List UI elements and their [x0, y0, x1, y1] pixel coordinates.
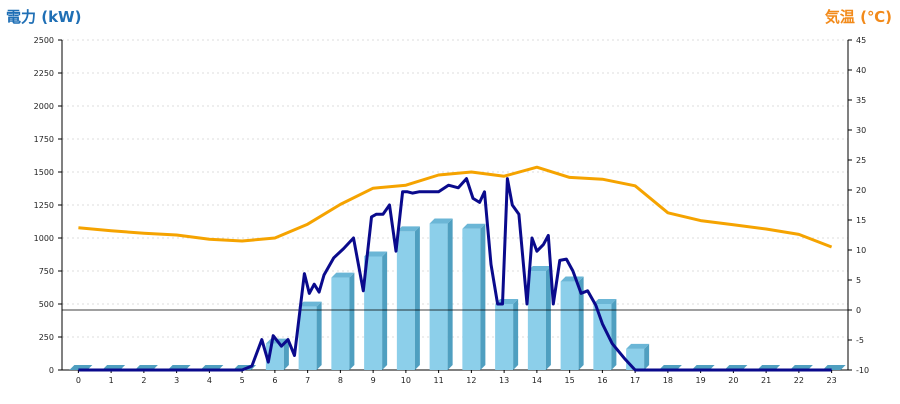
x-tick-label: 6	[272, 376, 277, 385]
x-tick-label: 22	[794, 376, 804, 385]
right-tick-label: 35	[856, 96, 866, 105]
right-tick-label: -10	[856, 366, 869, 375]
bar	[593, 299, 617, 370]
x-tick-label: 20	[728, 376, 738, 385]
right-tick-label: 30	[856, 126, 866, 135]
bar	[298, 301, 322, 370]
left-tick-label: 750	[39, 267, 54, 276]
x-tick-label: 12	[466, 376, 476, 385]
left-tick-label: 500	[39, 300, 54, 309]
x-tick-label: 0	[76, 376, 81, 385]
bar	[626, 343, 650, 370]
bar	[560, 276, 584, 370]
right-tick-label: 0	[856, 306, 861, 315]
bar	[364, 251, 388, 370]
left-tick-label: 1250	[34, 201, 54, 210]
x-tick-label: 17	[630, 376, 640, 385]
x-tick-label: 18	[663, 376, 673, 385]
bar	[462, 223, 486, 370]
bar	[429, 218, 453, 370]
left-tick-label: 250	[39, 333, 54, 342]
bar	[527, 266, 551, 370]
x-tick-label: 1	[109, 376, 114, 385]
right-tick-label: -5	[856, 336, 864, 345]
left-tick-label: 1000	[34, 234, 54, 243]
x-tick-label: 3	[174, 376, 179, 385]
right-tick-label: 5	[856, 276, 861, 285]
x-tick-label: 11	[434, 376, 444, 385]
x-tick-label: 21	[761, 376, 771, 385]
bar	[495, 299, 519, 370]
x-tick-label: 2	[141, 376, 146, 385]
x-tick-label: 16	[597, 376, 607, 385]
x-tick-label: 14	[532, 376, 542, 385]
x-tick-label: 5	[240, 376, 245, 385]
left-tick-label: 0	[49, 366, 54, 375]
x-tick-label: 23	[827, 376, 837, 385]
x-tick-label: 19	[696, 376, 706, 385]
x-tick-label: 15	[565, 376, 575, 385]
right-tick-label: 20	[856, 186, 866, 195]
x-tick-label: 9	[371, 376, 376, 385]
x-tick-label: 13	[499, 376, 509, 385]
left-axis-title: 電力 (kW)	[6, 8, 82, 26]
left-tick-label: 2250	[34, 69, 54, 78]
x-tick-label: 4	[207, 376, 212, 385]
left-tick-label: 2000	[34, 102, 54, 111]
left-tick-label: 2500	[34, 36, 54, 45]
bar	[331, 272, 355, 370]
right-tick-label: 15	[856, 216, 866, 225]
x-tick-label: 7	[305, 376, 310, 385]
temperature-line	[78, 165, 833, 249]
right-tick-label: 25	[856, 156, 866, 165]
left-tick-label: 1500	[34, 168, 54, 177]
left-tick-label: 1750	[34, 135, 54, 144]
bar	[396, 226, 420, 370]
x-tick-label: 8	[338, 376, 343, 385]
right-tick-label: 40	[856, 66, 866, 75]
right-tick-label: 45	[856, 36, 866, 45]
right-axis-title: 気温 (℃)	[824, 8, 892, 26]
power-line	[78, 177, 832, 372]
x-tick-label: 10	[401, 376, 411, 385]
right-tick-label: 10	[856, 246, 866, 255]
